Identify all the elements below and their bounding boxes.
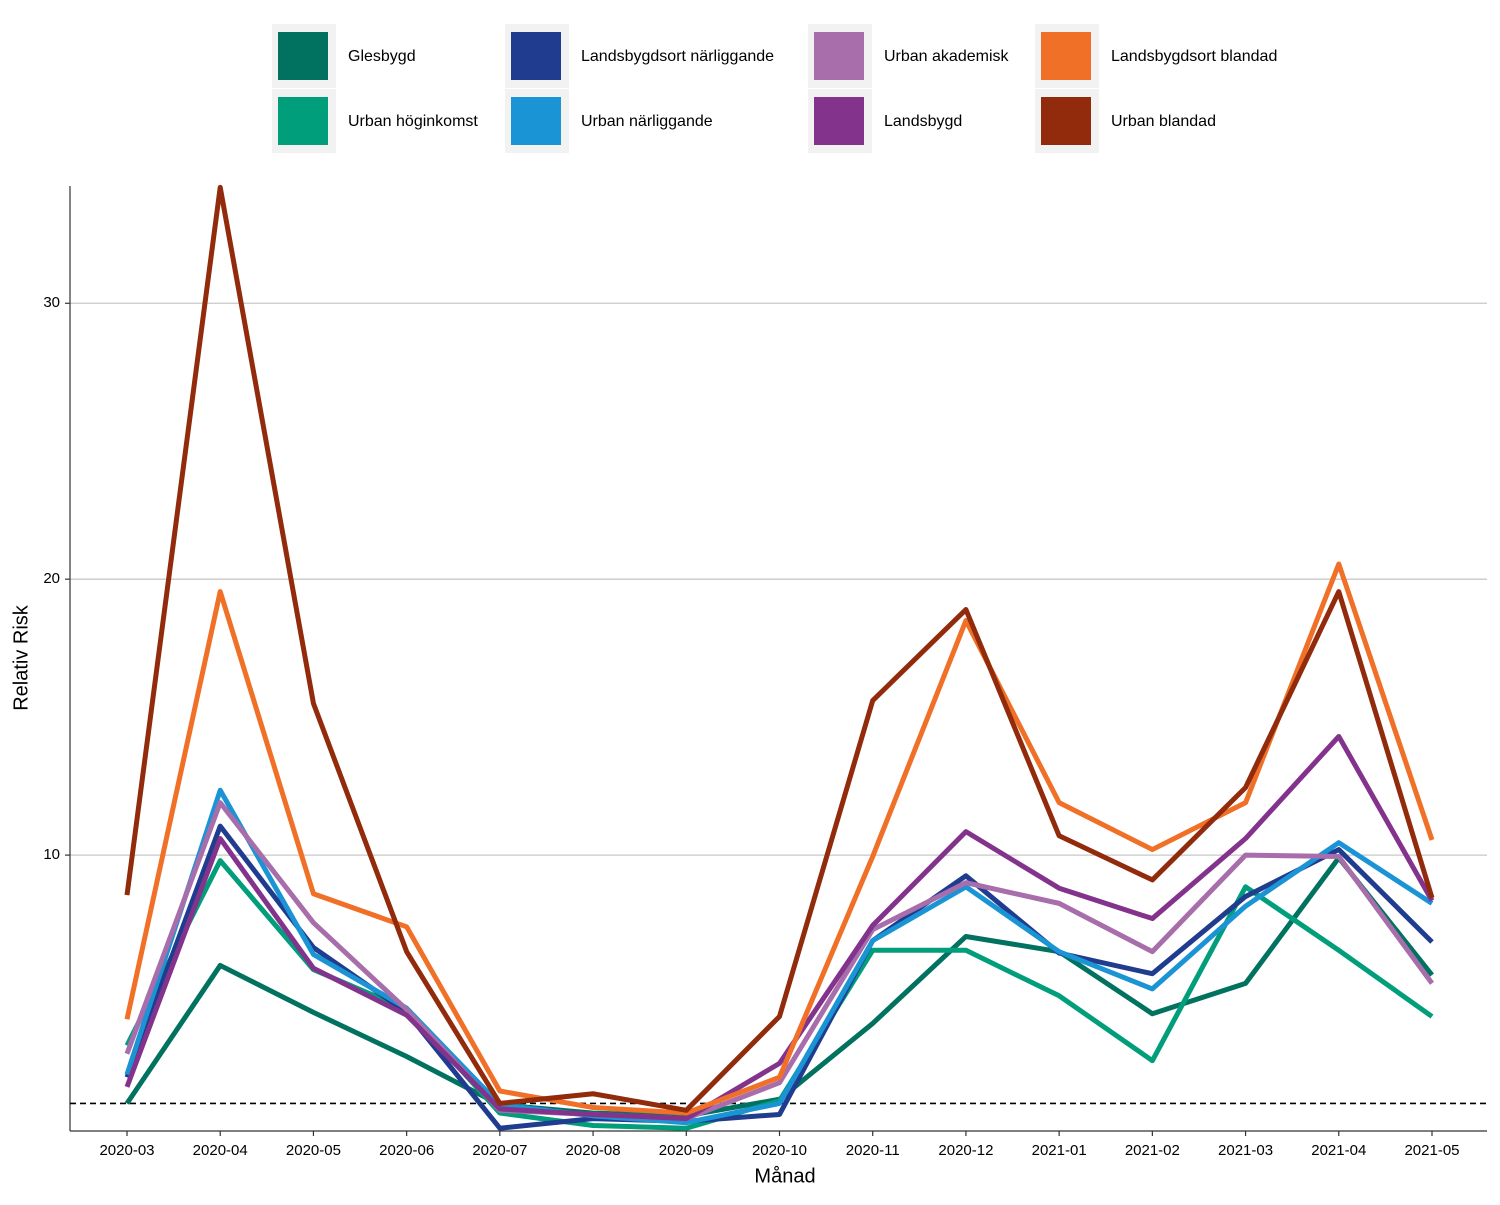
legend-label: Glesbygd <box>348 48 416 65</box>
x-tick-label: 2020-09 <box>659 1142 714 1159</box>
legend-key <box>814 97 864 145</box>
series-line <box>124 823 1434 1131</box>
series-line <box>124 733 1435 1122</box>
legend-label: Urban akademisk <box>884 48 1010 65</box>
x-tick-label: 2020-05 <box>286 1142 341 1159</box>
legend-label: Landsbygd <box>884 113 962 130</box>
y-axis-title: Relativ Risk <box>10 604 32 711</box>
legend-label: Urban höginkomst <box>348 113 478 130</box>
series-line <box>124 858 1434 1131</box>
x-tick-label: 2020-12 <box>938 1142 993 1159</box>
x-tick-label: 2021-02 <box>1125 1142 1180 1159</box>
x-tick-label: 2020-10 <box>752 1142 807 1159</box>
legend-label: Urban närliggande <box>581 113 713 130</box>
y-tick-label: 20 <box>43 570 60 587</box>
series-line <box>124 184 1435 1113</box>
legend-key <box>1041 32 1091 80</box>
x-tick-label: 2020-04 <box>193 1142 248 1159</box>
x-tick-label: 2020-08 <box>566 1142 621 1159</box>
x-tick-label: 2021-04 <box>1311 1142 1366 1159</box>
x-tick-label: 2021-05 <box>1404 1142 1459 1159</box>
legend-key <box>511 32 561 80</box>
legend-key <box>278 32 328 80</box>
x-tick-label: 2020-07 <box>472 1142 527 1159</box>
legend-key <box>1041 97 1091 145</box>
y-tick-label: 30 <box>43 294 60 311</box>
x-tick-label: 2020-11 <box>846 1142 900 1159</box>
legend-key <box>814 32 864 80</box>
x-axis-title: Månad <box>754 1165 815 1187</box>
series-line <box>124 800 1435 1122</box>
legend-label: Landsbygdsort närliggande <box>581 48 774 65</box>
x-tick-label: 2020-06 <box>379 1142 434 1159</box>
x-tick-label: 2020-03 <box>99 1142 154 1159</box>
x-tick-label: 2021-01 <box>1032 1142 1087 1159</box>
legend-label: Urban blandad <box>1111 113 1216 130</box>
series-line <box>124 787 1434 1126</box>
x-tick-label: 2021-03 <box>1218 1142 1273 1159</box>
y-tick-label: 10 <box>43 846 60 863</box>
legend-key <box>511 97 561 145</box>
legend-key <box>278 97 328 145</box>
legend-label: Landsbygdsort blandad <box>1111 48 1277 65</box>
series-line <box>124 561 1435 1116</box>
